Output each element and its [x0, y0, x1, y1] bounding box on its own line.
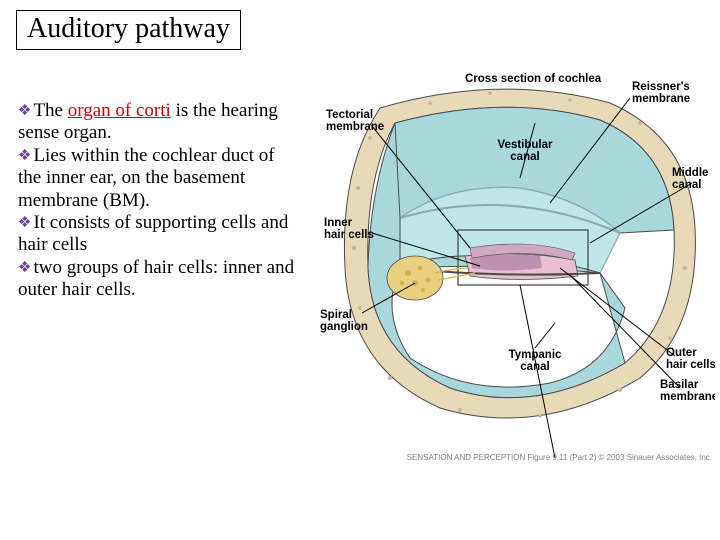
bullet-pre: The	[33, 100, 67, 121]
bullet-item: ❖Lies within the cochlear duct of the in…	[18, 145, 298, 212]
copyright-text: SENSATION AND PERCEPTION Figure 9.11 (Pa…	[407, 453, 712, 462]
diamond-bullet-icon: ❖	[18, 148, 31, 164]
page-title: Auditory pathway	[27, 13, 230, 44]
label-basilar: Basilarmembrane	[660, 379, 715, 403]
label-outer-hair: Outerhair cells	[666, 347, 715, 371]
bullet-item: ❖two groups of hair cells: inner and out…	[18, 257, 298, 302]
diagram-title: Cross section of cochlea	[465, 73, 602, 85]
bullet-text: Lies within the cochlear duct of the inn…	[18, 145, 275, 211]
diamond-bullet-icon: ❖	[18, 103, 31, 119]
label-middle: Middlecanal	[672, 167, 708, 191]
bullet-list: ❖The organ of corti is the hearing sense…	[18, 100, 298, 302]
bullet-text: It consists of supporting cells and hair…	[18, 212, 288, 255]
cochlea-diagram: Cross section of cochlea Tectorialmembra…	[320, 68, 715, 463]
bullet-text: two groups of hair cells: inner and oute…	[18, 257, 294, 300]
label-tectorial: Tectorialmembrane	[326, 109, 384, 133]
title-box: Auditory pathway	[16, 10, 241, 50]
bullet-item: ❖It consists of supporting cells and hai…	[18, 212, 298, 257]
diamond-bullet-icon: ❖	[18, 260, 31, 276]
label-tympanic: Tympaniccanal	[509, 349, 562, 373]
bullet-key-term: organ of corti	[68, 100, 171, 121]
label-reissner: Reissner'smembrane	[632, 81, 690, 105]
bullet-item: ❖The organ of corti is the hearing sense…	[18, 100, 298, 145]
diamond-bullet-icon: ❖	[18, 215, 31, 231]
